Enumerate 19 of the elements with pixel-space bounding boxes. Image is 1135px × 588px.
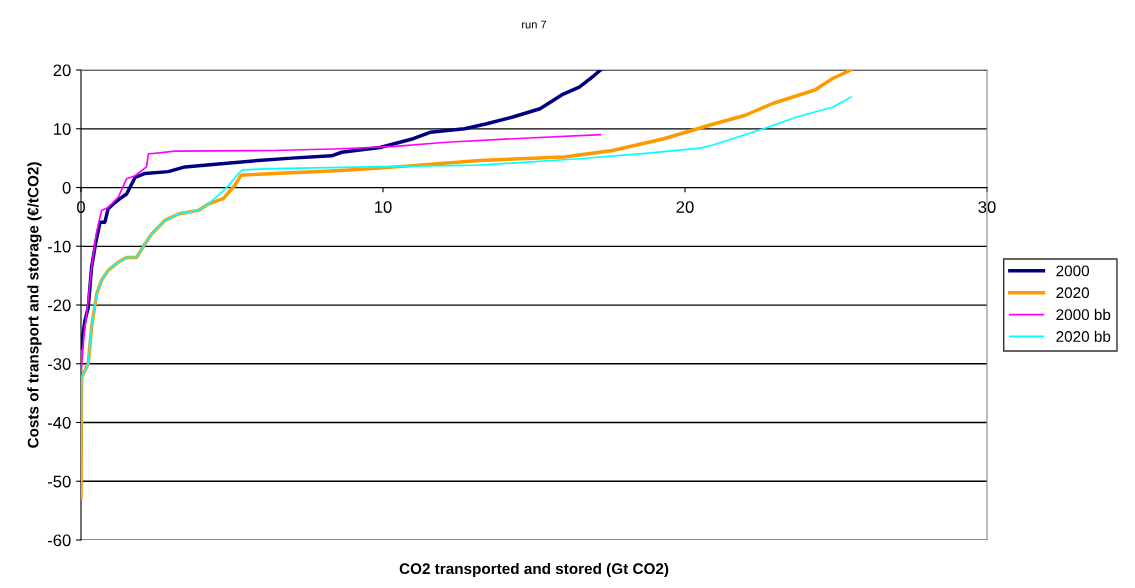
legend-label: 2000 bb xyxy=(1056,308,1111,321)
y-tick-label: -20 xyxy=(47,299,71,312)
y-tick-label: 10 xyxy=(54,123,71,135)
y-tick-label: -10 xyxy=(47,240,71,253)
legend-label: 2000 xyxy=(1056,265,1090,277)
y-tick-label: 20 xyxy=(53,64,71,77)
y-tick-label: -30 xyxy=(47,358,71,370)
y-tick-label: -50 xyxy=(47,475,71,488)
x-tick-label: 10 xyxy=(375,201,392,213)
legend-label: 2020 bb xyxy=(1056,330,1111,342)
legend-label: 2020 xyxy=(1056,287,1090,299)
x-tick-label: 30 xyxy=(978,201,996,213)
x-axis-title: CO2 transported and stored (Gt CO2) xyxy=(399,562,669,578)
y-tick-label: -40 xyxy=(47,416,71,429)
chart-title: run 7 xyxy=(522,20,547,29)
y-tick-label: 0 xyxy=(62,181,71,194)
x-tick-label: 20 xyxy=(676,201,694,213)
y-axis-title: Costs of transport and storage (€/tCO2) xyxy=(27,162,42,448)
y-tick-label: -60 xyxy=(47,534,71,547)
